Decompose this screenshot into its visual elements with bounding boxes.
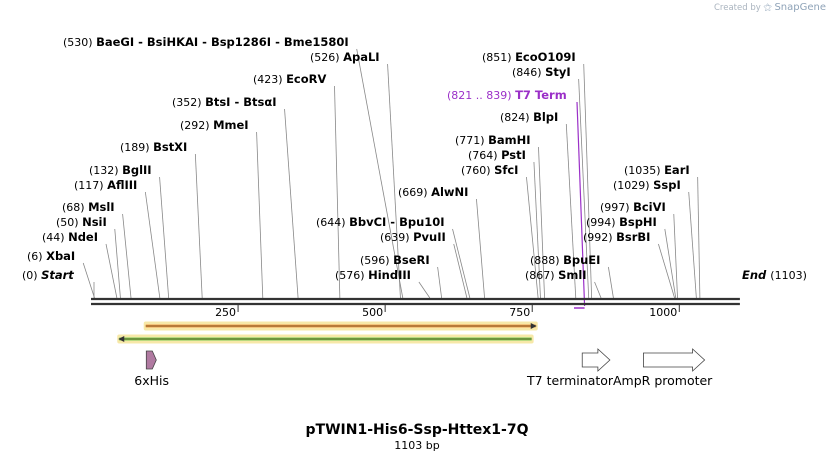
- site-label-nsii[interactable]: (50) NsiI: [56, 215, 107, 229]
- feature-label: 6xHis: [134, 373, 169, 388]
- site-leader-line: [114, 228, 121, 299]
- site-leader-line: [688, 191, 697, 299]
- snapgene-brand: Created by ⚝ SnapGene: [714, 2, 826, 13]
- site-label-pvuii[interactable]: (639) PvuII: [380, 230, 446, 244]
- site-label-ndei[interactable]: (44) NdeI: [42, 230, 98, 244]
- feature-label: AmpR promoter: [613, 373, 713, 388]
- site-label-mmei[interactable]: (292) MmeI: [180, 118, 249, 132]
- site-leader-line: [583, 63, 593, 299]
- feature-tracks: 6xHis T7 terminator AmpR promoter: [134, 348, 713, 388]
- site-leader-line: [159, 176, 170, 299]
- site-label-sspi[interactable]: (1029) SspI: [613, 178, 681, 192]
- site-leader-line: [356, 48, 404, 299]
- site-label-styi[interactable]: (846) StyI: [512, 65, 571, 79]
- site-leader-line: [387, 63, 401, 299]
- site-leader-line: [453, 243, 468, 299]
- created-by-text: Created by: [713, 3, 761, 13]
- site-label-bseri[interactable]: (596) BseRI: [360, 253, 430, 267]
- site-leader-line: [194, 153, 203, 299]
- site-leader-line: [334, 85, 341, 299]
- terminator-site-label[interactable]: (821 .. 839) T7 Term: [447, 88, 567, 102]
- site-leader-line: [538, 146, 545, 299]
- site-label-ecorv[interactable]: (423) EcoRV: [253, 72, 327, 86]
- feature-arrow-6xhis[interactable]: [145, 350, 157, 370]
- feature-arrow-t7-terminator[interactable]: [581, 348, 611, 372]
- site-leader-line: [105, 243, 118, 299]
- site-leader-line: [144, 191, 161, 299]
- site-leader-line: [122, 213, 132, 299]
- ruler-tick-label: 250: [215, 306, 236, 319]
- orf-tracks: [117, 321, 538, 344]
- site-labels: (6) XbaI (44) NdeI(50) NsiI(68) MslI (117)…: [22, 35, 807, 282]
- terminator-leader-line: [576, 101, 586, 307]
- ruler-tick-label: 500: [362, 306, 383, 319]
- site-label-msli[interactable]: (68) MslI: [62, 200, 115, 214]
- sequence-backbone: [91, 297, 740, 306]
- site-leader-line: [476, 198, 485, 299]
- site-label-ecoo109i[interactable]: (851) EcoO109I: [482, 50, 576, 64]
- site-leader-line: [284, 108, 299, 299]
- feature-label: T7 terminator: [526, 373, 614, 388]
- site-leader-line: [594, 281, 602, 299]
- site-leader-line: [673, 213, 678, 299]
- site-leader-line: [658, 243, 675, 299]
- site-label-smli[interactable]: (867) SmlI: [525, 268, 587, 282]
- end-label: End (1103): [742, 268, 807, 282]
- site-label-bpuei[interactable]: (888) BpuEI: [530, 253, 600, 267]
- site-leader-line: [82, 262, 95, 299]
- site-label-afliii[interactable]: (117) AflIII: [74, 178, 137, 192]
- site-leader-line: [256, 131, 264, 299]
- start-label: (0) Start: [22, 268, 74, 282]
- site-label-baegi[interactable]: (530) BaeGI - BsiHKAI - Bsp1286I - Bme15…: [63, 35, 349, 49]
- ruler-tick-label: 750: [509, 306, 530, 319]
- orf-arrow-left: [118, 336, 125, 342]
- site-leader-line: [565, 123, 577, 299]
- site-label-bcivi[interactable]: (997) BciVI: [600, 200, 666, 214]
- site-label-bsphi[interactable]: (994) BspHI: [586, 215, 657, 229]
- site-label-bbvci[interactable]: (644) BbvCI - Bpu10I: [316, 215, 445, 229]
- site-leader-line: [437, 266, 443, 299]
- snapgene-logo-icon: ⚝: [763, 3, 772, 13]
- site-label-bsrbi[interactable]: (992) BsrBI: [583, 230, 650, 244]
- site-label-hindiii[interactable]: (576) HindIII: [335, 268, 411, 282]
- site-leader-line: [526, 176, 539, 299]
- ruler-ticks: 250 500 750 1000: [215, 305, 680, 319]
- site-leader-lines: [82, 48, 701, 309]
- site-label-eari[interactable]: (1035) EarI: [624, 163, 690, 177]
- site-leader-line: [578, 78, 590, 299]
- site-label-alwni[interactable]: (669) AlwNI: [398, 185, 468, 199]
- site-leader-line: [452, 228, 471, 299]
- site-label-bamhi[interactable]: (771) BamHI: [455, 133, 531, 147]
- site-leader-line: [608, 266, 614, 299]
- site-label-sfci[interactable]: (760) SfcI: [461, 163, 518, 177]
- site-leader-line: [533, 161, 541, 299]
- site-label-blpi[interactable]: (824) BlpI: [500, 110, 558, 124]
- plasmid-title: pTWIN1-His6-Ssp-Httex1-7Q: [305, 422, 529, 438]
- ruler-tick-label: 1000: [649, 306, 677, 319]
- site-leader-line: [697, 176, 701, 299]
- feature-arrow-ampr-promoter[interactable]: [643, 348, 706, 372]
- site-label-xbai[interactable]: (6) XbaI: [27, 249, 75, 263]
- site-label-bstxi[interactable]: (189) BstXI: [120, 140, 187, 154]
- plasmid-length: 1103 bp: [394, 439, 440, 452]
- site-leader-line: [418, 281, 431, 299]
- site-label-psti[interactable]: (764) PstI: [468, 148, 526, 162]
- brand-name: SnapGene: [774, 2, 826, 13]
- site-label-bglii[interactable]: (132) BglII: [89, 163, 152, 177]
- site-label-apali[interactable]: (526) ApaLI: [310, 50, 380, 64]
- orf-arrow-right: [530, 323, 537, 329]
- site-leader-line: [664, 228, 677, 299]
- site-label-btsi[interactable]: (352) BtsI - BtsαI: [172, 95, 277, 109]
